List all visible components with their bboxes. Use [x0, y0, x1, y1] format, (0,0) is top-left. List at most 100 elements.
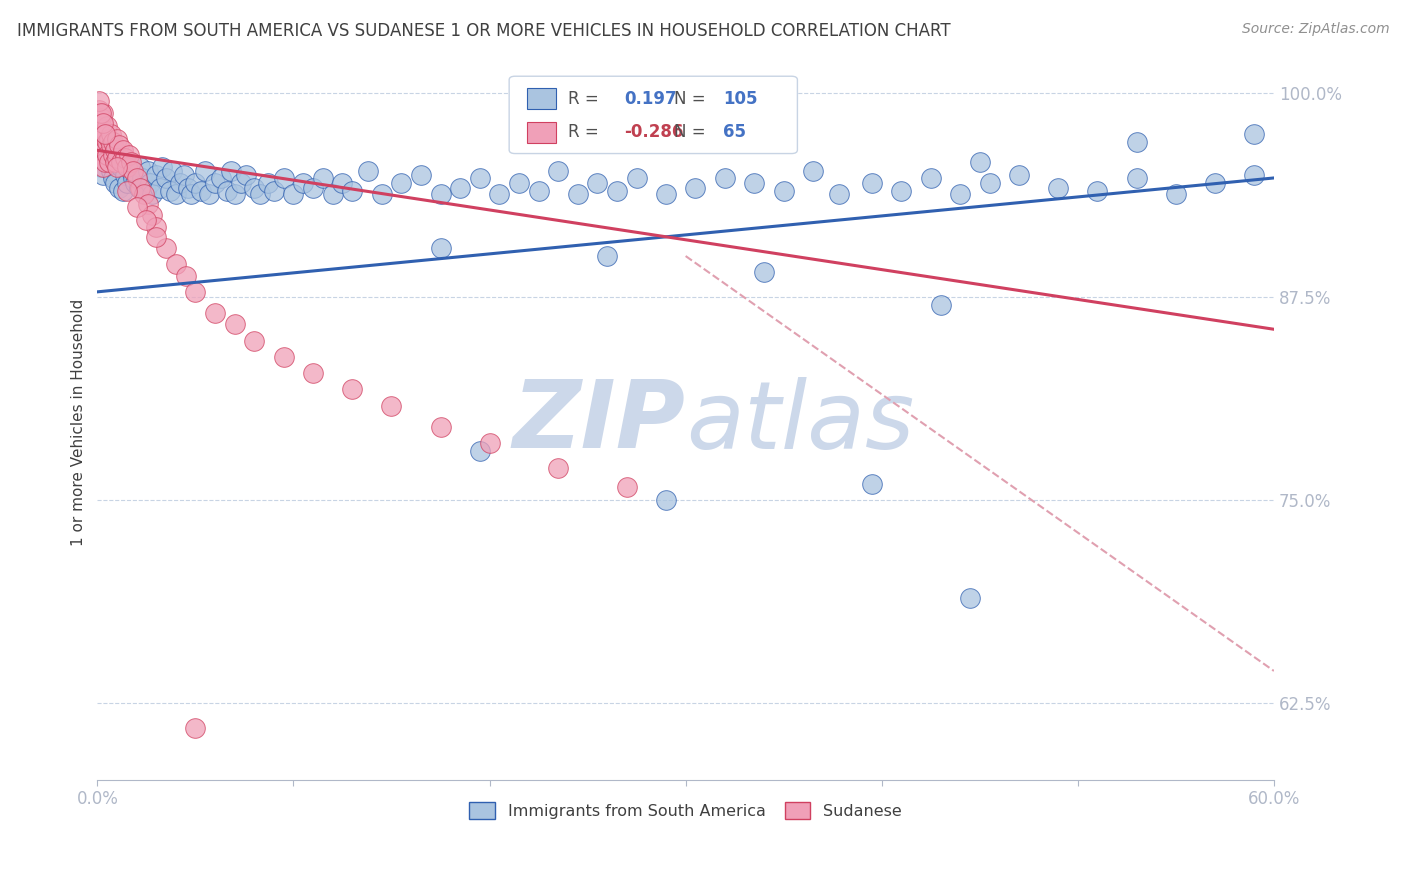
Point	[190, 184, 212, 198]
Point	[204, 306, 226, 320]
Point	[257, 176, 280, 190]
Point	[949, 187, 972, 202]
FancyBboxPatch shape	[527, 121, 557, 143]
Text: N =: N =	[673, 123, 711, 141]
Point	[742, 176, 765, 190]
Point	[586, 176, 609, 190]
Point	[91, 122, 114, 136]
Point	[100, 138, 122, 153]
Point	[488, 187, 510, 202]
Point	[429, 241, 451, 255]
FancyBboxPatch shape	[527, 88, 557, 110]
Y-axis label: 1 or more Vehicles in Household: 1 or more Vehicles in Household	[72, 299, 86, 546]
Point	[108, 180, 131, 194]
Point	[165, 187, 187, 202]
Text: IMMIGRANTS FROM SOUTH AMERICA VS SUDANESE 1 OR MORE VEHICLES IN HOUSEHOLD CORREL: IMMIGRANTS FROM SOUTH AMERICA VS SUDANES…	[17, 22, 950, 40]
Point	[131, 170, 153, 185]
Point	[145, 168, 167, 182]
Text: Source: ZipAtlas.com: Source: ZipAtlas.com	[1241, 22, 1389, 37]
Point	[685, 180, 707, 194]
Point	[860, 176, 883, 190]
Point	[98, 154, 121, 169]
Point	[194, 164, 217, 178]
Point	[596, 249, 619, 263]
Text: 65: 65	[723, 123, 747, 141]
Text: atlas: atlas	[686, 376, 914, 467]
Point	[180, 187, 202, 202]
Point	[380, 399, 402, 413]
Point	[429, 420, 451, 434]
Point	[409, 168, 432, 182]
Point	[263, 184, 285, 198]
Point	[1204, 176, 1226, 190]
Point	[90, 106, 112, 120]
Point	[91, 138, 114, 153]
Point	[141, 208, 163, 222]
Point	[204, 176, 226, 190]
Point	[96, 148, 118, 162]
Point	[134, 187, 156, 202]
Point	[105, 160, 128, 174]
Point	[827, 187, 849, 202]
Point	[121, 164, 143, 178]
Point	[91, 168, 114, 182]
Point	[616, 480, 638, 494]
Point	[1164, 187, 1187, 202]
Point	[860, 476, 883, 491]
Point	[94, 152, 117, 166]
Point	[96, 135, 118, 149]
Point	[478, 436, 501, 450]
Point	[104, 143, 127, 157]
Point	[89, 135, 111, 149]
Point	[101, 148, 124, 162]
Point	[468, 170, 491, 185]
Text: R =: R =	[568, 123, 605, 141]
Point	[105, 152, 128, 166]
Point	[155, 241, 177, 255]
Point	[138, 164, 160, 178]
Point	[114, 152, 136, 166]
Point	[283, 187, 305, 202]
Point	[1243, 127, 1265, 141]
Point	[449, 180, 471, 194]
Point	[929, 298, 952, 312]
Point	[1125, 170, 1147, 185]
Point	[90, 152, 112, 166]
Point	[105, 152, 128, 166]
Point	[98, 154, 121, 169]
Point	[169, 176, 191, 190]
Point	[184, 285, 207, 299]
Point	[96, 143, 118, 157]
Point	[1047, 180, 1070, 194]
Point	[772, 184, 794, 198]
Point	[90, 160, 112, 174]
Point	[527, 184, 550, 198]
Point	[110, 154, 132, 169]
Point	[273, 350, 295, 364]
Point	[100, 164, 122, 178]
Point	[920, 170, 942, 185]
Point	[138, 197, 160, 211]
Point	[1243, 168, 1265, 182]
Point	[104, 176, 127, 190]
Point	[135, 213, 157, 227]
Point	[98, 132, 121, 146]
Point	[655, 187, 678, 202]
Point	[111, 143, 134, 157]
Point	[145, 229, 167, 244]
Point	[160, 164, 183, 178]
Point	[215, 184, 238, 198]
Point	[801, 164, 824, 178]
Point	[714, 170, 737, 185]
Point	[118, 148, 141, 162]
Point	[124, 176, 146, 190]
Point	[91, 160, 114, 174]
Point	[110, 160, 132, 174]
Point	[129, 180, 152, 194]
Point	[108, 138, 131, 153]
Point	[370, 187, 392, 202]
Point	[125, 168, 148, 182]
Point	[312, 170, 335, 185]
Point	[322, 187, 344, 202]
Point	[104, 154, 127, 169]
